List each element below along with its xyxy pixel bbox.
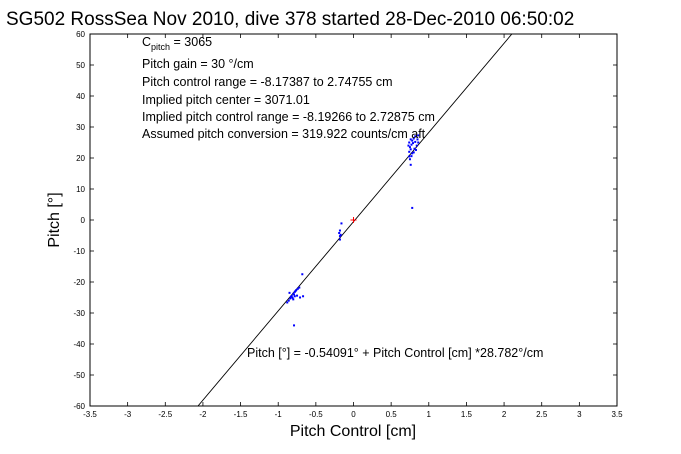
x-tick-label: 2.5: [536, 410, 548, 419]
y-tick-label: 50: [76, 61, 85, 70]
data-point: [299, 296, 302, 299]
x-tick-label: -0.5: [309, 410, 323, 419]
x-tick-label: -2: [199, 410, 207, 419]
data-point: [408, 158, 411, 161]
data-point: [411, 139, 414, 142]
data-point: [338, 229, 341, 232]
y-axis-ticks: 60 50 40 30 20 10 0 -10 -20 -30 -40 -50 -60: [73, 30, 617, 411]
x-tick-label: -1: [275, 410, 283, 419]
data-point: [409, 163, 412, 166]
implied-range-annotation: Implied pitch control range = -8.19266 t…: [142, 110, 435, 124]
c-pitch-value: = 3065: [170, 35, 212, 49]
data-point: [340, 222, 343, 225]
assumed-conversion-annotation: Assumed pitch conversion = 319.922 count…: [142, 127, 426, 141]
c-pitch-annotation: Cpitch = 3065: [142, 35, 212, 52]
x-tick-label: 3: [577, 410, 582, 419]
data-point: [338, 232, 341, 235]
y-tick-label: -30: [73, 309, 85, 318]
data-point: [296, 287, 299, 290]
data-point: [410, 155, 413, 158]
data-point: [339, 233, 342, 236]
data-point: [410, 143, 413, 146]
data-point: [408, 150, 411, 153]
data-point: [412, 137, 415, 140]
y-tick-label: -10: [73, 247, 85, 256]
y-tick-label: 60: [76, 30, 85, 39]
x-tick-label: 2: [502, 410, 507, 419]
chart-title: SG502 RossSea Nov 2010, dive 378 started…: [6, 9, 574, 30]
control-range-annotation: Pitch control range = -8.17387 to 2.7475…: [142, 75, 393, 89]
data-point: [408, 155, 411, 158]
data-point: [416, 138, 419, 141]
data-point: [414, 135, 417, 138]
x-tick-label: 1.5: [461, 410, 473, 419]
data-point: [414, 148, 417, 151]
data-point: [286, 301, 289, 304]
data-point: [417, 141, 420, 144]
x-tick-label: -2.5: [158, 410, 172, 419]
data-point: [407, 144, 410, 147]
data-point: [296, 294, 299, 297]
data-point: [411, 206, 414, 209]
x-axis-label: Pitch Control [cm]: [290, 423, 416, 440]
data-point: [417, 134, 420, 137]
data-point: [413, 147, 416, 150]
data-point: [411, 152, 414, 155]
implied-center-annotation: Implied pitch center = 3071.01: [142, 93, 310, 107]
data-point: [409, 148, 412, 151]
x-axis-ticks: -3.5 -3 -2.5 -2 -1.5 -1 -0.5 0 0.5 1 1.5 2 2.5 3 3.5: [83, 34, 623, 419]
c-pitch-subscript: pitch: [151, 42, 170, 52]
data-point: [293, 295, 296, 298]
x-tick-label: 1: [427, 410, 432, 419]
pitch-center-marker: [350, 217, 357, 223]
data-point: [415, 144, 418, 147]
data-point: [301, 273, 304, 276]
data-point: [414, 140, 417, 143]
x-tick-label: -3: [124, 410, 132, 419]
pitch-gain-annotation: Pitch gain = 30 °/cm: [142, 57, 254, 71]
data-point: [291, 296, 294, 299]
y-tick-label: 10: [76, 185, 85, 194]
y-tick-label: -40: [73, 340, 85, 349]
data-point: [298, 286, 301, 289]
data-point: [293, 293, 296, 296]
y-tick-label: -50: [73, 371, 85, 380]
annotation-block: Cpitch = 3065 Pitch gain = 30 °/cm Pitch…: [142, 35, 435, 141]
x-tick-label: 0.5: [386, 410, 398, 419]
data-point: [338, 235, 341, 238]
data-point: [290, 295, 293, 298]
y-axis-label: Pitch [°]: [46, 192, 63, 247]
data-points: [286, 134, 420, 327]
y-tick-label: -60: [73, 402, 85, 411]
x-tick-label: 3.5: [611, 410, 623, 419]
data-point: [287, 299, 290, 302]
data-point: [294, 289, 297, 292]
y-tick-label: 0: [81, 216, 86, 225]
data-point: [292, 298, 295, 301]
x-tick-label: 0: [351, 410, 356, 419]
c-pitch-letter: C: [142, 35, 151, 49]
data-point: [289, 297, 292, 300]
data-point: [408, 146, 411, 149]
y-tick-label: 20: [76, 154, 85, 163]
fit-equation-annotation: Pitch [°] = -0.54091° + Pitch Control [c…: [247, 346, 543, 360]
data-point: [302, 295, 305, 298]
x-tick-label: -1.5: [234, 410, 248, 419]
data-point: [338, 238, 341, 241]
y-tick-label: 40: [76, 92, 85, 101]
y-tick-label: 30: [76, 123, 85, 132]
data-point: [288, 291, 291, 294]
data-point: [411, 142, 414, 145]
data-point: [409, 138, 412, 141]
data-point: [408, 141, 411, 144]
data-point: [412, 151, 415, 154]
y-tick-label: -20: [73, 278, 85, 287]
x-tick-label: -3.5: [83, 410, 97, 419]
data-point: [293, 324, 296, 327]
